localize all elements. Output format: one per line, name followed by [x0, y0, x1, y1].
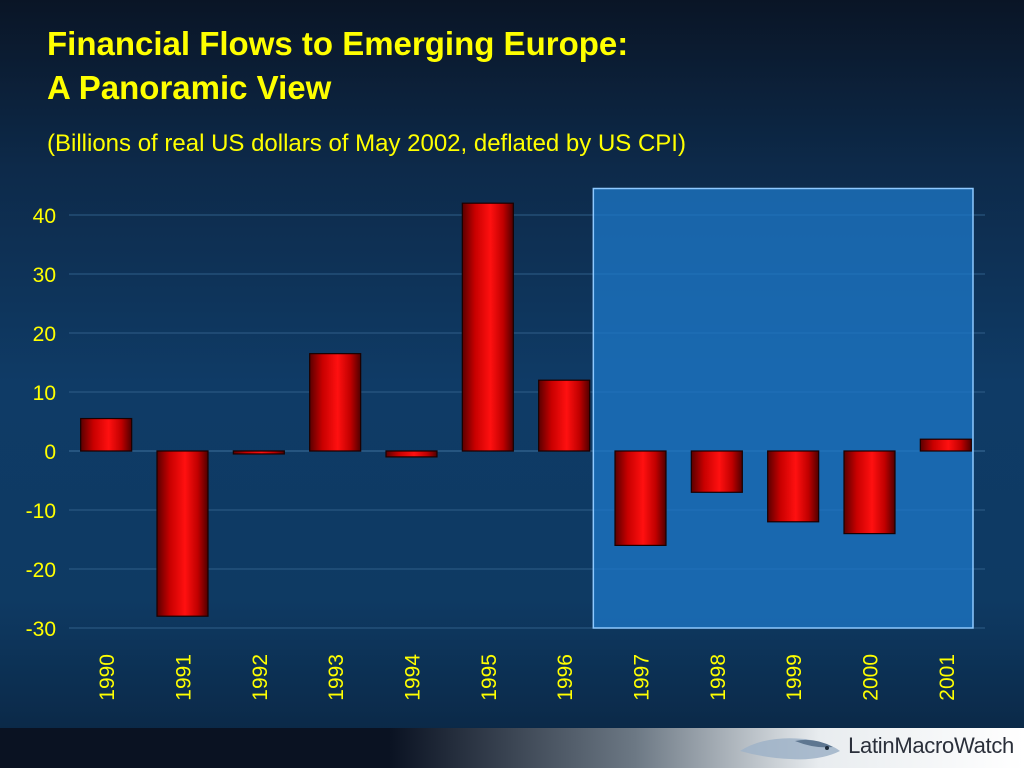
y-tick-label: 0	[44, 441, 56, 464]
title-line-1: Financial Flows to Emerging Europe:	[47, 25, 629, 62]
x-tick-label: 2001	[936, 654, 959, 701]
bar-2001	[919, 438, 972, 452]
bar-1998	[690, 450, 743, 493]
title-line-2: A Panoramic View	[47, 69, 332, 106]
y-tick-label: 20	[33, 323, 56, 346]
fish-logo-icon	[740, 738, 840, 760]
bar-1995	[461, 202, 514, 452]
y-tick-label: 40	[33, 205, 56, 228]
x-tick-label: 1996	[554, 654, 577, 701]
bar-1993	[309, 353, 362, 452]
x-tick-label: 1999	[783, 654, 806, 701]
y-tick-label: 30	[33, 264, 56, 287]
y-tick-label: -20	[26, 559, 56, 582]
bar-1992	[232, 450, 285, 455]
chart-title: Financial Flows to Emerging Europe: A Pa…	[47, 22, 628, 110]
bar-1990	[80, 417, 133, 452]
brand-name: LatinMacroWatch	[848, 733, 1014, 758]
x-tick-label: 1994	[402, 654, 425, 701]
x-tick-label: 1991	[173, 654, 196, 701]
x-tick-label: 1993	[325, 654, 348, 701]
x-tick-label: 1990	[96, 654, 119, 701]
footer-band	[0, 728, 1024, 768]
y-tick-label: 10	[33, 382, 56, 405]
bar-2000	[843, 450, 896, 535]
bar-1999	[767, 450, 820, 523]
y-tick-label: -30	[26, 618, 56, 641]
bar-1991	[156, 450, 209, 617]
x-tick-label: 2000	[860, 654, 883, 701]
bar-chart: 40 30 20 10 0 -10 -20 -30 1990 1991 1992 1993 1994 19…	[26, 187, 985, 701]
x-tick-label: 1992	[249, 654, 272, 701]
x-tick-label: 1995	[478, 654, 501, 701]
bar-1997	[614, 450, 667, 547]
bar-1994	[385, 450, 438, 458]
highlight-region	[592, 187, 974, 629]
y-tick-label: -10	[26, 500, 56, 523]
x-tick-label: 1998	[707, 654, 730, 701]
bar-1996	[538, 379, 591, 452]
x-tick-label: 1997	[631, 654, 654, 701]
chart-subtitle: (Billions of real US dollars of May 2002…	[47, 130, 686, 157]
